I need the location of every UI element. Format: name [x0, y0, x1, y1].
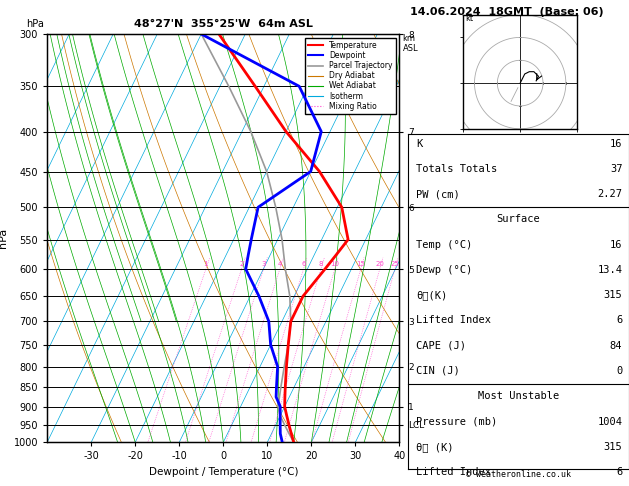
Text: θᴇ(K): θᴇ(K)	[416, 290, 448, 300]
Text: Dewp (°C): Dewp (°C)	[416, 265, 473, 275]
Text: 84: 84	[610, 341, 622, 351]
Text: 48°27'N  355°25'W  64m ASL: 48°27'N 355°25'W 64m ASL	[134, 19, 313, 29]
Text: 315: 315	[604, 290, 622, 300]
Legend: Temperature, Dewpoint, Parcel Trajectory, Dry Adiabat, Wet Adiabat, Isotherm, Mi: Temperature, Dewpoint, Parcel Trajectory…	[304, 38, 396, 114]
Text: 2.27: 2.27	[598, 189, 622, 199]
Text: Pressure (mb): Pressure (mb)	[416, 417, 498, 427]
Text: Temp (°C): Temp (°C)	[416, 240, 473, 250]
Text: Most Unstable: Most Unstable	[477, 391, 559, 401]
Text: 4: 4	[277, 261, 282, 267]
Text: 0: 0	[616, 366, 622, 376]
Text: CAPE (J): CAPE (J)	[416, 341, 467, 351]
Text: 37: 37	[610, 164, 622, 174]
Text: 10: 10	[330, 261, 339, 267]
Text: 14.06.2024  18GMT  (Base: 06): 14.06.2024 18GMT (Base: 06)	[410, 7, 604, 17]
X-axis label: Dewpoint / Temperature (°C): Dewpoint / Temperature (°C)	[148, 467, 298, 477]
Text: 16: 16	[610, 139, 622, 149]
Text: 3: 3	[261, 261, 266, 267]
Text: 8: 8	[319, 261, 323, 267]
Text: © weatheronline.co.uk: © weatheronline.co.uk	[466, 469, 571, 479]
Text: 1: 1	[204, 261, 208, 267]
Text: 25: 25	[391, 261, 399, 267]
Text: km
ASL: km ASL	[403, 34, 418, 53]
Text: 6: 6	[616, 315, 622, 326]
Text: 6: 6	[301, 261, 306, 267]
Text: Lifted Index: Lifted Index	[416, 315, 491, 326]
Text: K: K	[416, 139, 423, 149]
Text: Totals Totals: Totals Totals	[416, 164, 498, 174]
Text: kt: kt	[465, 15, 474, 23]
Text: 16: 16	[610, 240, 622, 250]
Text: CIN (J): CIN (J)	[416, 366, 460, 376]
Text: 15: 15	[356, 261, 365, 267]
Text: 13.4: 13.4	[598, 265, 622, 275]
Text: 6: 6	[616, 467, 622, 477]
Text: θᴇ (K): θᴇ (K)	[416, 442, 454, 452]
Text: Lifted Index: Lifted Index	[416, 467, 491, 477]
Text: 315: 315	[604, 442, 622, 452]
Text: Surface: Surface	[496, 214, 540, 225]
Text: 20: 20	[376, 261, 384, 267]
Y-axis label: hPa: hPa	[0, 228, 8, 248]
Text: 2: 2	[239, 261, 243, 267]
Text: hPa: hPa	[26, 19, 44, 29]
Text: PW (cm): PW (cm)	[416, 189, 460, 199]
Text: 1004: 1004	[598, 417, 622, 427]
